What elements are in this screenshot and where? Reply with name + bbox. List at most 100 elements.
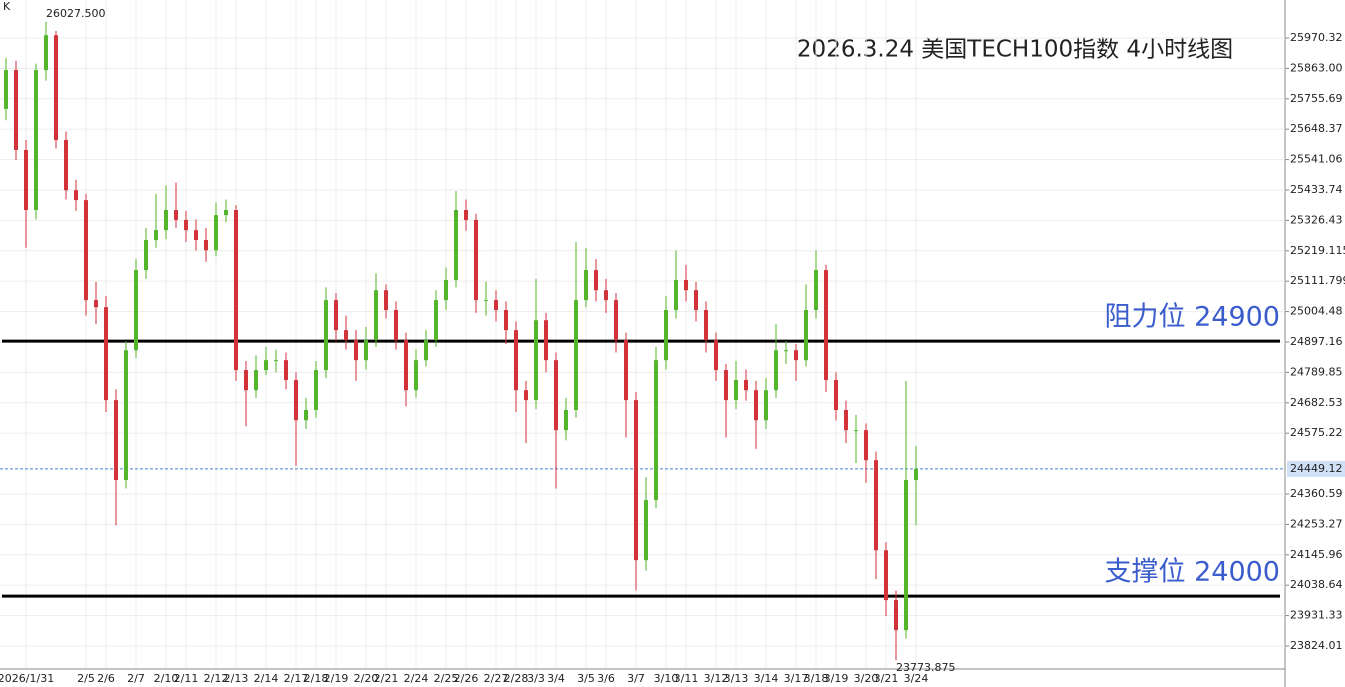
x-tick-label: 2/10 <box>154 672 179 685</box>
candle-body <box>534 320 538 401</box>
candle-body <box>154 230 158 241</box>
candle-body <box>114 400 118 480</box>
candle-body <box>634 400 638 561</box>
x-tick-label: 3/20 <box>854 672 879 685</box>
candle-body <box>544 320 548 361</box>
x-tick-label: 3/6 <box>597 672 615 685</box>
candle-body <box>754 390 758 421</box>
candle-body <box>174 210 178 220</box>
x-tick-label: 3/4 <box>547 672 565 685</box>
candle-body <box>614 300 618 341</box>
y-tick-label: 23931.33 <box>1290 609 1343 622</box>
candle-body <box>54 35 58 141</box>
candle-body <box>504 310 508 331</box>
y-tick-label: 25755.69 <box>1290 92 1343 105</box>
candle-body <box>204 240 208 251</box>
candle-body <box>734 379 738 401</box>
candle-body <box>724 370 728 401</box>
candle-body <box>864 430 868 461</box>
candle-body <box>804 310 808 361</box>
candle-body <box>824 270 828 380</box>
candle-body <box>64 140 68 191</box>
y-tick-label: 24360.59 <box>1290 487 1343 500</box>
y-tick-label: 25433.74 <box>1290 183 1343 196</box>
candle-body <box>164 210 168 231</box>
x-tick-label: 2/21 <box>374 672 399 685</box>
candle-body <box>334 300 338 331</box>
candle-body <box>274 360 278 362</box>
candle-body <box>484 300 488 302</box>
y-tick-label: 25111.799 <box>1290 274 1345 287</box>
candle-body <box>74 190 78 201</box>
x-tick-label: 2/19 <box>324 672 349 685</box>
chart-title: 2026.3.24 美国TECH100指数 4小时线图 <box>797 37 1233 63</box>
candle-body <box>24 149 28 211</box>
candle-body <box>324 300 328 371</box>
candle-body <box>584 270 588 301</box>
x-tick-label: 3/18 <box>804 672 829 685</box>
candle-body <box>594 270 598 291</box>
x-tick-label: 3/10 <box>654 672 679 685</box>
current-price-label: 24449.12 <box>1290 462 1343 475</box>
x-tick-label: 2/5 <box>77 672 95 685</box>
candle-body <box>104 307 108 401</box>
candle-body <box>664 310 668 361</box>
x-tick-label: 2/25 <box>434 672 459 685</box>
candle-body <box>354 340 358 361</box>
x-tick-label: 2/13 <box>224 672 249 685</box>
candle-body <box>234 210 238 371</box>
y-tick-label: 24682.53 <box>1290 396 1343 409</box>
candle-body <box>884 550 888 601</box>
candle-body <box>184 219 188 231</box>
y-tick-label: 24253.27 <box>1290 517 1343 530</box>
candle-body <box>44 35 48 71</box>
y-tick-label: 25219.115 <box>1290 244 1345 257</box>
candle-body <box>404 340 408 391</box>
candle-body <box>814 270 818 311</box>
candle-body <box>344 330 348 341</box>
candle-body <box>254 370 258 391</box>
y-tick-label: 25970.32 <box>1290 31 1343 44</box>
x-tick-label: 2026/1/31 <box>0 672 54 685</box>
x-tick-label: 2/7 <box>127 672 145 685</box>
x-tick-label: 3/21 <box>874 672 899 685</box>
x-tick-label: 3/11 <box>674 672 699 685</box>
candle-body <box>464 210 468 220</box>
x-tick-label: 2/14 <box>254 672 279 685</box>
candle-body <box>844 410 848 431</box>
x-tick-label: 2/11 <box>174 672 199 685</box>
extreme-label: 23773.875 <box>896 661 956 674</box>
candle-body <box>364 340 368 361</box>
candle-body <box>574 300 578 411</box>
y-tick-label: 25541.06 <box>1290 153 1343 166</box>
candle-body <box>94 300 98 308</box>
candle-body <box>224 210 228 216</box>
candle-body <box>604 290 608 301</box>
candle-body <box>454 210 458 280</box>
candle-body <box>394 310 398 341</box>
candle-body <box>314 370 318 411</box>
candle-body <box>244 370 248 391</box>
candle-body <box>774 350 778 391</box>
candle-body <box>424 340 428 361</box>
x-tick-label: 2/18 <box>304 672 329 685</box>
candle-body <box>714 340 718 371</box>
x-tick-label: 3/13 <box>724 672 749 685</box>
candle-body <box>674 279 678 311</box>
candle-body <box>704 310 708 341</box>
y-tick-label: 23824.01 <box>1290 639 1343 652</box>
candle-body <box>284 360 288 380</box>
candle-body <box>644 500 648 561</box>
candle-body <box>384 290 388 311</box>
candle-body <box>124 350 128 480</box>
x-tick-label: 2/28 <box>504 672 529 685</box>
x-tick-label: 3/19 <box>824 672 849 685</box>
candle-body <box>874 460 878 551</box>
candle-body <box>14 70 18 150</box>
candle-body <box>654 360 658 501</box>
candle-body <box>694 290 698 311</box>
y-tick-label: 24038.64 <box>1290 578 1343 591</box>
x-tick-label: 2/20 <box>354 672 379 685</box>
x-tick-label: 2/12 <box>204 672 229 685</box>
